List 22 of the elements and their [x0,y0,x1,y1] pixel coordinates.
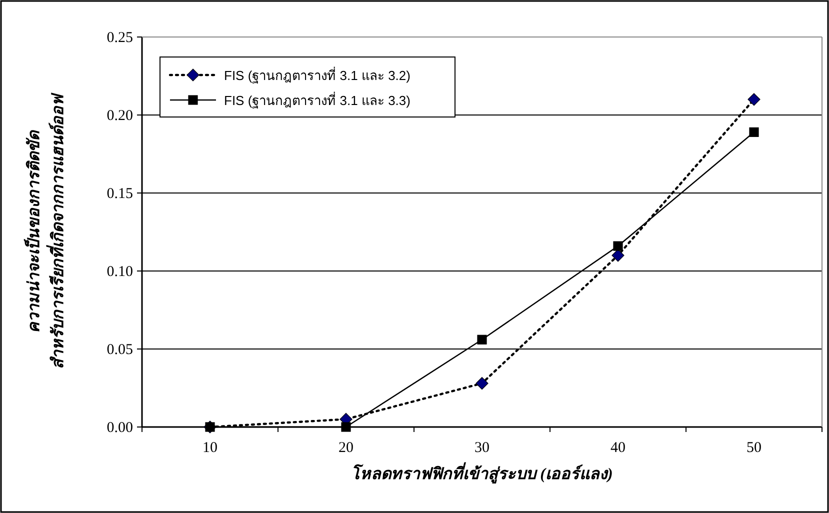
y-tick-label: 0.20 [106,108,133,124]
point [477,334,487,344]
x-axis-title: โหลดทราฟฟิกที่เข้าสู่ระบบ (เออร์แลง) [351,462,613,484]
y-tick-label: 0.10 [106,264,133,280]
point [613,241,623,251]
y-axis-title: ความน่าจะเป็นของการติดขัด สำหรับการเรียกที่เกิดจากการแฮนด์ออฟ [23,92,67,369]
point [748,93,760,106]
x-tick-label: 10 [202,440,218,456]
y-tick-label: 0.05 [106,342,133,358]
x-tick-label: 30 [474,440,490,456]
point [341,422,351,432]
y-tick-label: 0.00 [106,420,133,436]
x-tick-label: 50 [746,440,762,456]
x-tick-label: 20 [338,440,354,456]
x-tick-label: 40 [610,440,626,456]
point [476,377,488,390]
y-tick-label: 0.15 [106,186,133,202]
y-tick-label: 0.25 [106,30,133,46]
legend-label: FIS (ฐานกฎตารางที่ 3.1 และ 3.2) [224,67,410,84]
point [749,127,759,137]
legend-label: FIS (ฐานกฎตารางที่ 3.1 และ 3.3) [224,92,410,109]
point [612,249,624,262]
